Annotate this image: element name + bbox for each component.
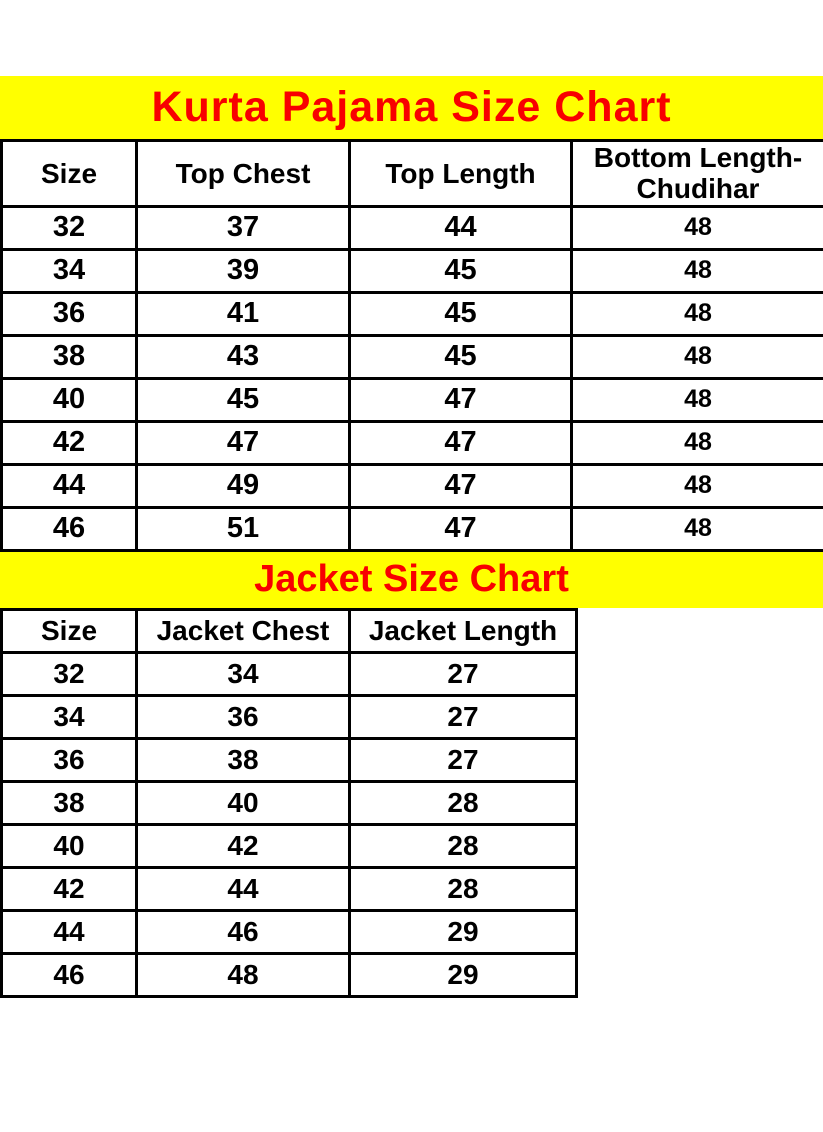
table-cell: 42 [0, 865, 138, 912]
table-cell: 38 [135, 736, 351, 783]
jacket-table-head: Size Jacket Chest Jacket Length [0, 607, 578, 654]
table-cell: 32 [0, 204, 138, 251]
table-cell: 48 [570, 462, 823, 509]
table-cell: 41 [135, 290, 351, 337]
kurta-table-body: 32 37 44 48 34 39 45 48 36 41 45 48 38 43 45 48 40 45 47 48… [0, 204, 823, 552]
table-cell: 40 [135, 779, 351, 826]
table-row: 44 46 29 [0, 908, 578, 955]
column-header: Bottom Length-Chudihar [570, 139, 823, 208]
table-row: 34 39 45 48 [0, 247, 823, 294]
table-cell: 45 [348, 290, 573, 337]
table-cell: 38 [0, 333, 138, 380]
kurta-chart-title: Kurta Pajama Size Chart [151, 83, 672, 131]
table-cell: 34 [135, 650, 351, 697]
table-cell: 40 [0, 822, 138, 869]
kurta-chart-title-banner: Kurta Pajama Size Chart [0, 76, 823, 139]
table-cell: 27 [348, 650, 578, 697]
table-cell: 48 [570, 505, 823, 552]
table-cell: 48 [570, 290, 823, 337]
table-cell: 44 [135, 865, 351, 912]
size-chart-page: Kurta Pajama Size Chart Size Top Chest Top… [0, 76, 823, 998]
table-row: 42 44 28 [0, 865, 578, 912]
table-row: 46 48 29 [0, 951, 578, 998]
table-row: 46 51 47 48 [0, 505, 823, 552]
table-cell: 48 [570, 376, 823, 423]
table-cell: 36 [0, 290, 138, 337]
jacket-chart-title: Jacket Size Chart [254, 558, 569, 601]
table-cell: 27 [348, 693, 578, 740]
table-row: 42 47 47 48 [0, 419, 823, 466]
table-cell: 45 [348, 247, 573, 294]
kurta-table-head: Size Top Chest Top Length Bottom Length-Chu… [0, 139, 823, 208]
table-row: 38 40 28 [0, 779, 578, 826]
table-cell: 37 [135, 204, 351, 251]
table-cell: 36 [0, 736, 138, 783]
table-row: 40 42 28 [0, 822, 578, 869]
table-cell: 28 [348, 779, 578, 826]
column-header: Size [0, 607, 138, 654]
table-cell: 29 [348, 951, 578, 998]
column-header: Top Chest [135, 139, 351, 208]
kurta-header-row: Size Top Chest Top Length Bottom Length-Chu… [0, 139, 823, 208]
table-row: 38 43 45 48 [0, 333, 823, 380]
column-header: Top Length [348, 139, 573, 208]
table-row: 34 36 27 [0, 693, 578, 740]
table-cell: 46 [0, 951, 138, 998]
table-row: 36 41 45 48 [0, 290, 823, 337]
table-row: 40 45 47 48 [0, 376, 823, 423]
table-cell: 42 [135, 822, 351, 869]
table-cell: 48 [570, 333, 823, 380]
table-cell: 38 [0, 779, 138, 826]
table-row: 44 49 47 48 [0, 462, 823, 509]
table-cell: 46 [135, 908, 351, 955]
table-cell: 29 [348, 908, 578, 955]
table-cell: 48 [570, 204, 823, 251]
table-cell: 49 [135, 462, 351, 509]
table-cell: 44 [0, 908, 138, 955]
table-cell: 47 [135, 419, 351, 466]
table-cell: 48 [570, 247, 823, 294]
table-cell: 47 [348, 419, 573, 466]
table-cell: 47 [348, 505, 573, 552]
table-cell: 39 [135, 247, 351, 294]
table-cell: 40 [0, 376, 138, 423]
table-cell: 47 [348, 376, 573, 423]
table-cell: 28 [348, 822, 578, 869]
column-header: Size [0, 139, 138, 208]
table-cell: 51 [135, 505, 351, 552]
table-cell: 44 [0, 462, 138, 509]
table-cell: 46 [0, 505, 138, 552]
jacket-size-table: Size Jacket Chest Jacket Length 32 34 27 34 36… [0, 607, 578, 998]
table-cell: 44 [348, 204, 573, 251]
table-cell: 48 [570, 419, 823, 466]
table-cell: 34 [0, 693, 138, 740]
jacket-chart-title-banner: Jacket Size Chart [0, 551, 823, 608]
table-cell: 36 [135, 693, 351, 740]
table-cell: 48 [135, 951, 351, 998]
table-cell: 45 [348, 333, 573, 380]
table-cell: 27 [348, 736, 578, 783]
table-row: 32 34 27 [0, 650, 578, 697]
jacket-header-row: Size Jacket Chest Jacket Length [0, 607, 578, 654]
table-cell: 43 [135, 333, 351, 380]
table-cell: 42 [0, 419, 138, 466]
kurta-size-table: Size Top Chest Top Length Bottom Length-Chu… [0, 139, 823, 552]
column-header: Jacket Length [348, 607, 578, 654]
table-cell: 28 [348, 865, 578, 912]
table-cell: 32 [0, 650, 138, 697]
table-cell: 47 [348, 462, 573, 509]
table-cell: 45 [135, 376, 351, 423]
column-header: Jacket Chest [135, 607, 351, 654]
table-row: 32 37 44 48 [0, 204, 823, 251]
table-cell: 34 [0, 247, 138, 294]
jacket-table-body: 32 34 27 34 36 27 36 38 27 38 40 28 40 42 28 42 44 28 44 46… [0, 650, 578, 998]
table-row: 36 38 27 [0, 736, 578, 783]
